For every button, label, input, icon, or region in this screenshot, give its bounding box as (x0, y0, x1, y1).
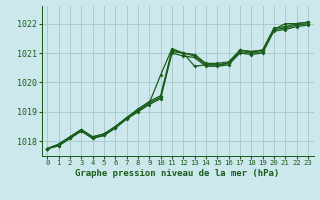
X-axis label: Graphe pression niveau de la mer (hPa): Graphe pression niveau de la mer (hPa) (76, 169, 280, 178)
